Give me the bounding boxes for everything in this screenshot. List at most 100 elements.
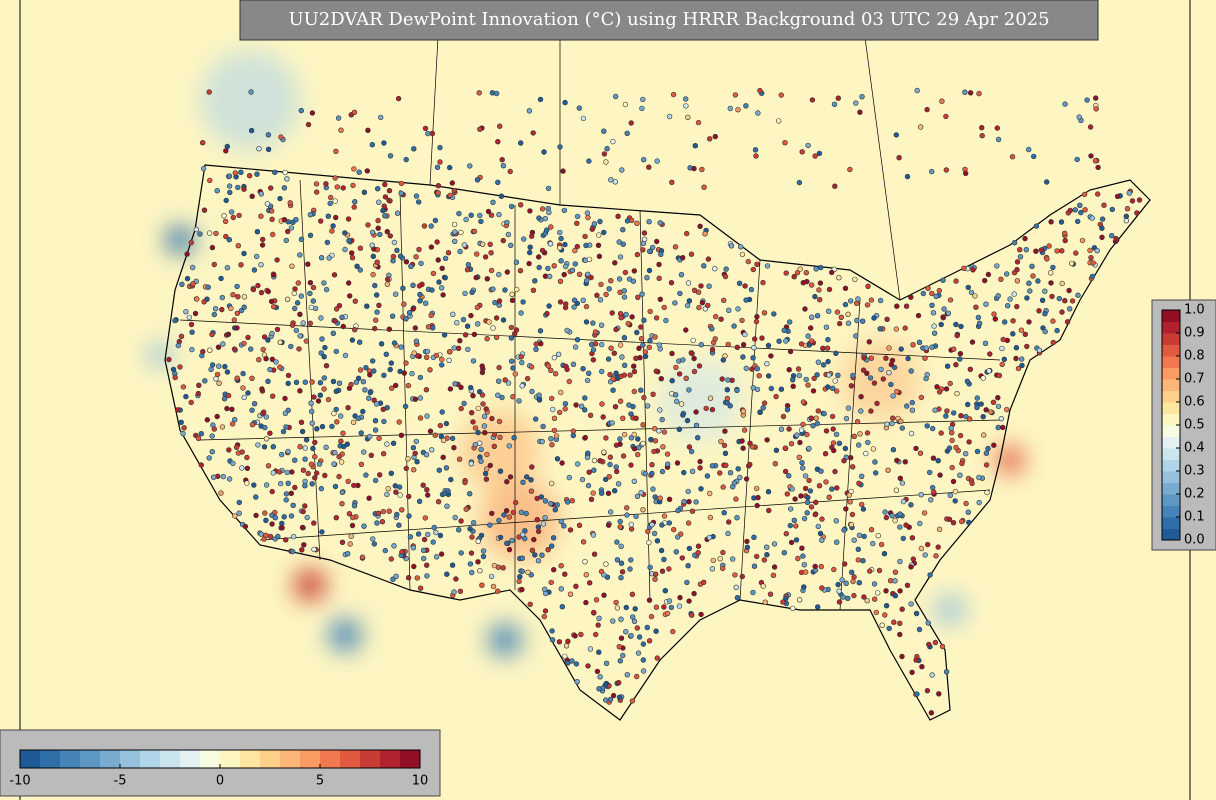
observation-dot [413,254,419,260]
observation-dot [623,604,629,611]
observation-dot [902,459,908,465]
colorbar-swatch [1162,402,1180,414]
observation-dot [683,230,690,237]
observation-dot [307,280,314,286]
observation-dot [255,282,261,289]
observation-dot [603,159,609,165]
observation-dot [841,561,848,567]
observation-dot [504,269,510,275]
observation-dot [1030,153,1037,160]
observation-dot [957,472,963,478]
observation-dot [733,496,739,502]
colorbar-swatch [140,750,161,768]
observation-dot [278,480,284,487]
observation-dot [892,517,898,524]
observation-dot [691,165,697,172]
observation-dot [402,403,409,410]
observation-dot [462,290,468,297]
observation-dot [552,507,558,513]
observation-dot [318,255,325,261]
observation-dot [932,407,938,413]
observation-dot [784,407,791,413]
observation-dot [679,255,686,261]
observation-dot [538,341,544,347]
observation-dot [914,691,920,697]
observation-dot [369,242,375,248]
observation-dot [813,415,819,421]
observation-dot [808,282,815,288]
observation-dot [258,262,264,268]
observation-dot [386,188,393,194]
observation-dot [381,372,387,378]
observation-dot [583,242,589,249]
observation-dot [536,264,542,271]
observation-dot [414,459,420,465]
observation-dot [916,626,923,633]
observation-dot [394,511,400,518]
observation-dot [781,327,787,333]
observation-dot [729,556,736,562]
observation-dot [285,448,291,455]
observation-dot [255,442,261,448]
observation-dot [725,377,731,383]
observation-dot [496,517,502,524]
observation-dot [917,520,923,527]
observation-dot [177,364,183,370]
observation-dot [307,290,313,297]
observation-dot [803,376,809,383]
observation-dot [845,311,851,317]
observation-dot [474,251,480,257]
observation-dot [166,356,172,363]
observation-dot [434,239,440,245]
observation-dot [439,362,445,368]
observation-dot [458,518,464,524]
observation-dot [496,378,502,384]
observation-dot [873,609,879,616]
observation-dot [686,387,692,393]
observation-dot [737,474,743,481]
observation-dot [624,130,630,137]
observation-dot [1056,295,1063,302]
observation-dot [647,564,653,571]
observation-dot [441,332,448,338]
observation-dot [913,610,920,617]
observation-dot [620,453,627,459]
observation-dot [235,294,241,300]
observation-dot [491,443,497,449]
country-outline [164,164,1151,721]
observation-dot [566,378,572,385]
observation-dot [706,534,713,541]
observation-dot [317,392,323,398]
observation-dot [595,242,602,249]
colorbar-swatch [80,750,101,768]
observation-dot [930,310,937,316]
observation-dot [582,395,588,401]
observation-dot [732,572,738,578]
observation-dot [328,194,334,201]
observation-dot [232,417,238,423]
observation-dot [834,485,840,491]
observation-dot [1014,267,1020,273]
observation-dot [580,539,587,545]
observation-dot [628,411,634,417]
observation-dot [429,447,435,453]
observation-dot [1093,106,1099,112]
observation-dot [345,550,351,557]
observation-dot [375,217,381,224]
observation-dot [253,494,259,500]
observation-dot [670,526,677,533]
observation-dot [603,561,609,567]
observation-dot [370,536,376,542]
observation-dot [558,586,564,592]
observation-dot [640,657,646,663]
observation-dot [389,385,395,391]
observation-dot [605,356,612,362]
observation-dot [961,265,967,271]
observation-dot [653,604,660,610]
observation-dot [338,413,344,419]
observation-dot [432,217,439,224]
observation-dot [435,190,441,196]
observation-dot [491,431,498,438]
observation-dot [641,394,647,401]
observation-dot [512,371,518,377]
